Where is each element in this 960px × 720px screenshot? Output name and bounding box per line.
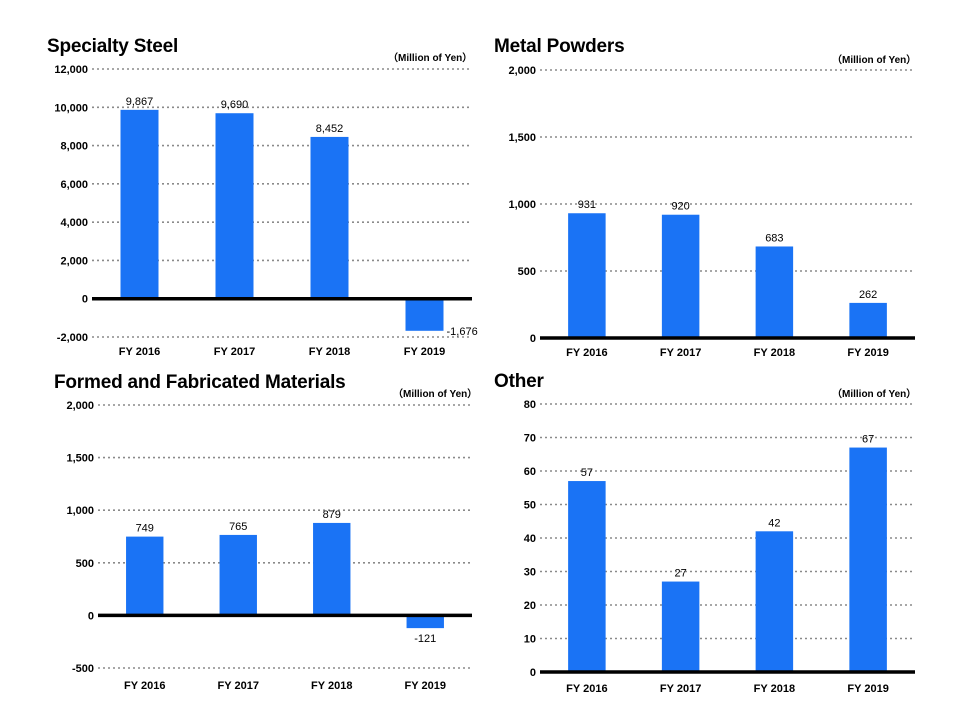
data-label: 920: [671, 201, 689, 213]
bar: [313, 522, 351, 616]
x-category-label: FY 2019: [847, 347, 888, 359]
y-tick-label: 50: [524, 500, 536, 512]
chart-title: Formed and Fabricated Materials: [54, 372, 346, 393]
y-tick-label: 12,000: [54, 64, 88, 76]
data-label: 749: [136, 523, 154, 535]
bar: [406, 615, 444, 629]
x-category-label: FY 2017: [660, 347, 701, 359]
y-tick-label: 4,000: [60, 217, 88, 229]
bar: [219, 534, 257, 616]
data-label: 9,690: [221, 99, 249, 111]
x-category-label: FY 2018: [309, 346, 350, 358]
y-tick-label: 1,000: [66, 505, 94, 517]
bar: [405, 298, 444, 331]
y-tick-label: 70: [524, 433, 536, 445]
x-category-label: FY 2019: [405, 680, 446, 692]
data-label: 879: [323, 509, 341, 521]
chart-title: Other: [494, 371, 544, 392]
data-label: 9,867: [126, 96, 154, 108]
y-tick-label: 1,000: [508, 199, 536, 211]
y-tick-label: 1,500: [66, 453, 94, 465]
data-label: -121: [414, 633, 436, 645]
data-label: 262: [859, 289, 877, 301]
x-category-label: FY 2016: [124, 680, 165, 692]
y-tick-label: 2,000: [66, 400, 94, 412]
y-tick-label: 20: [524, 600, 536, 612]
data-label: 27: [675, 568, 687, 580]
y-tick-label: 0: [530, 333, 536, 345]
data-label: 42: [768, 517, 780, 529]
bar: [120, 109, 159, 299]
y-tick-label: 500: [518, 266, 536, 278]
data-label: 931: [578, 199, 596, 211]
y-tick-label: 8,000: [60, 141, 88, 153]
bar: [310, 136, 349, 299]
y-tick-label: 2,000: [60, 255, 88, 267]
y-tick-label: -2,000: [57, 332, 88, 344]
bar: [215, 113, 254, 299]
x-category-label: FY 2017: [214, 346, 255, 358]
y-tick-label: 1,500: [508, 132, 536, 144]
x-category-label: FY 2017: [660, 683, 701, 695]
data-label: 67: [862, 434, 874, 446]
y-tick-label: 6,000: [60, 179, 88, 191]
y-tick-label: 40: [524, 533, 536, 545]
x-category-label: FY 2019: [847, 683, 888, 695]
y-tick-label: 10,000: [54, 102, 88, 114]
data-label: 765: [229, 521, 247, 533]
bar: [126, 536, 164, 616]
x-category-label: FY 2017: [218, 680, 259, 692]
y-tick-label: 0: [82, 294, 88, 306]
x-category-label: FY 2016: [566, 347, 607, 359]
y-tick-label: 80: [524, 399, 536, 411]
bar: [661, 214, 700, 338]
y-tick-label: 500: [76, 558, 94, 570]
bar: [568, 213, 606, 338]
data-label: 57: [581, 467, 593, 479]
bar: [755, 531, 794, 672]
chart-unit: （Million of Yen）: [393, 389, 478, 400]
bar: [661, 581, 700, 672]
chart-title: Specialty Steel: [47, 36, 179, 57]
y-tick-label: 30: [524, 567, 536, 579]
y-tick-label: 60: [524, 466, 536, 478]
x-category-label: FY 2016: [566, 683, 607, 695]
x-category-label: FY 2018: [311, 680, 352, 692]
chart-unit: （Million of Yen）: [832, 389, 917, 400]
data-label: 683: [765, 232, 783, 244]
chart-unit: （Million of Yen）: [388, 53, 473, 64]
bar: [755, 246, 794, 338]
y-tick-label: 2,000: [508, 65, 536, 77]
data-label: -1,676: [447, 326, 478, 338]
bar: [849, 302, 887, 338]
bar: [568, 481, 606, 672]
x-category-label: FY 2019: [404, 346, 445, 358]
chart-unit: （Million of Yen）: [832, 55, 917, 66]
x-category-label: FY 2018: [754, 347, 795, 359]
data-label: 8,452: [316, 123, 344, 135]
x-category-label: FY 2016: [119, 346, 160, 358]
bar: [849, 447, 887, 672]
y-tick-label: 10: [524, 634, 536, 646]
chart-title: Metal Powders: [494, 36, 625, 57]
y-tick-label: -500: [72, 663, 94, 675]
y-tick-label: 0: [88, 610, 94, 622]
x-category-label: FY 2018: [754, 683, 795, 695]
y-tick-label: 0: [530, 667, 536, 679]
